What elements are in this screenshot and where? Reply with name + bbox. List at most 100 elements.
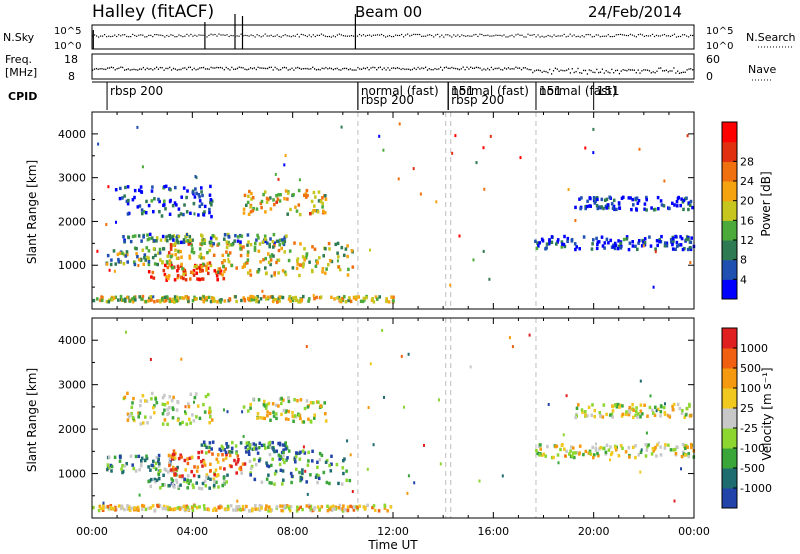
range-cell [209,462,212,466]
range-cell [156,299,159,303]
beam-title: Beam 00 [355,3,422,21]
freq-point [490,66,492,69]
range-cell [607,448,611,452]
range-cell [656,195,660,200]
range-cell [97,508,101,513]
range-cell [262,258,265,262]
range-cell [176,465,179,470]
nsky-point [96,35,98,37]
range-cell [253,457,256,462]
range-cell [234,444,238,448]
range-cell [156,262,159,267]
freq-point [295,67,297,69]
nsky-point [216,35,218,37]
range-cell [200,460,203,464]
range-cell [663,241,667,245]
freq-point [385,69,387,71]
range-cell [636,247,639,252]
range-cell [635,207,638,211]
range-cell [269,258,273,262]
range-cell [317,190,321,194]
range-cell [172,449,176,453]
range-cell [124,299,127,303]
range-cell [321,196,324,200]
range-cell [325,267,328,271]
nsky-point [573,34,575,36]
range-cell [247,194,250,198]
range-cell [657,407,660,411]
freq-point [231,66,233,69]
range-cell [302,294,305,299]
velocity-colorbar-label: Velocity [m s⁻¹] [760,367,774,460]
nsky-point [168,35,170,37]
range-cell [284,441,287,445]
range-cell [200,297,204,301]
range-cell [193,265,197,269]
range-cell [272,198,275,202]
range-cell [392,295,395,299]
cpid-entry: 151 [597,84,620,98]
range-cell [225,442,228,446]
freq-point [122,66,124,69]
freq-point [129,69,131,71]
range-cell [348,478,352,483]
range-cell [305,504,309,508]
range-cell [152,247,156,251]
freq-point [571,68,573,70]
freq-point [319,69,321,71]
nsky-point [439,36,441,38]
range-cell [247,452,251,456]
range-cell [140,507,144,511]
range-cell [202,460,206,464]
range-cell [133,262,137,267]
freq-point [105,68,107,71]
range-cell [236,499,239,503]
range-cell [139,399,143,403]
freq-point [167,67,169,70]
range-cell [596,197,599,202]
range-cell [568,452,571,456]
range-cell [205,268,208,272]
colorbar-swatch [722,141,737,162]
freq-point [492,68,494,71]
range-cell [371,297,374,301]
range-cell [186,457,189,461]
range-cell [271,440,274,445]
nsky-point [547,34,549,37]
range-cell [458,234,461,238]
range-cell [686,134,689,138]
range-cell [200,242,204,246]
range-cell [352,505,356,510]
range-cell [343,508,347,512]
range-cell [336,251,339,255]
freq-point [144,68,146,71]
range-cell [123,194,126,198]
range-cell [261,240,265,244]
range-cell [319,199,323,204]
range-cell [687,237,690,241]
freq-point [189,66,191,68]
nsky-point [284,34,286,36]
nsky-point [523,36,525,38]
range-cell [690,236,693,240]
range-cell [195,297,198,301]
range-cell [218,267,222,271]
nsky-point [344,35,346,37]
range-cell [230,243,234,247]
freq-point [562,69,564,72]
range-cell [151,255,155,260]
range-cell [563,244,567,249]
range-cell [245,504,248,509]
range-cell [222,478,226,482]
range-cell [597,240,601,244]
range-cell [652,411,655,415]
range-cell [329,469,333,473]
freq-point [592,71,594,73]
freq-point [370,67,372,69]
freq-point [197,68,199,70]
range-cell [599,414,602,418]
range-cell [131,297,134,301]
range-cell [173,507,177,511]
nsky-point [633,35,635,37]
range-cell [139,189,143,194]
